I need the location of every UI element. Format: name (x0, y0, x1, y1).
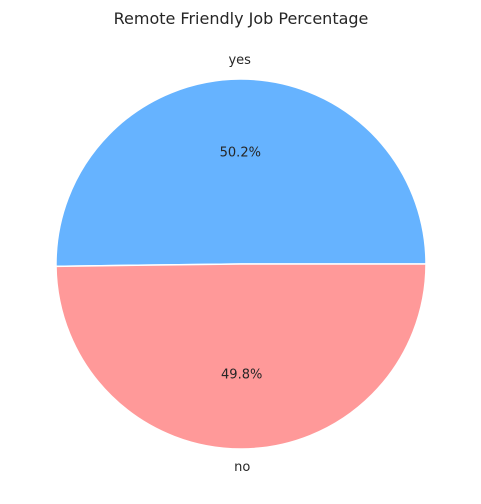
pie-slice-no (55, 263, 427, 450)
slice-percent-yes: 50.2% (220, 146, 261, 161)
chart-title: Remote Friendly Job Percentage (114, 9, 369, 28)
slice-percent-no: 49.8% (221, 367, 262, 382)
pie-slice-yes (55, 78, 427, 268)
slice-label-no: no (234, 460, 250, 475)
slice-label-yes: yes (228, 53, 251, 68)
pie-labels: yes 50.2% no 49.8% (220, 53, 263, 475)
pie-slices (55, 78, 427, 450)
